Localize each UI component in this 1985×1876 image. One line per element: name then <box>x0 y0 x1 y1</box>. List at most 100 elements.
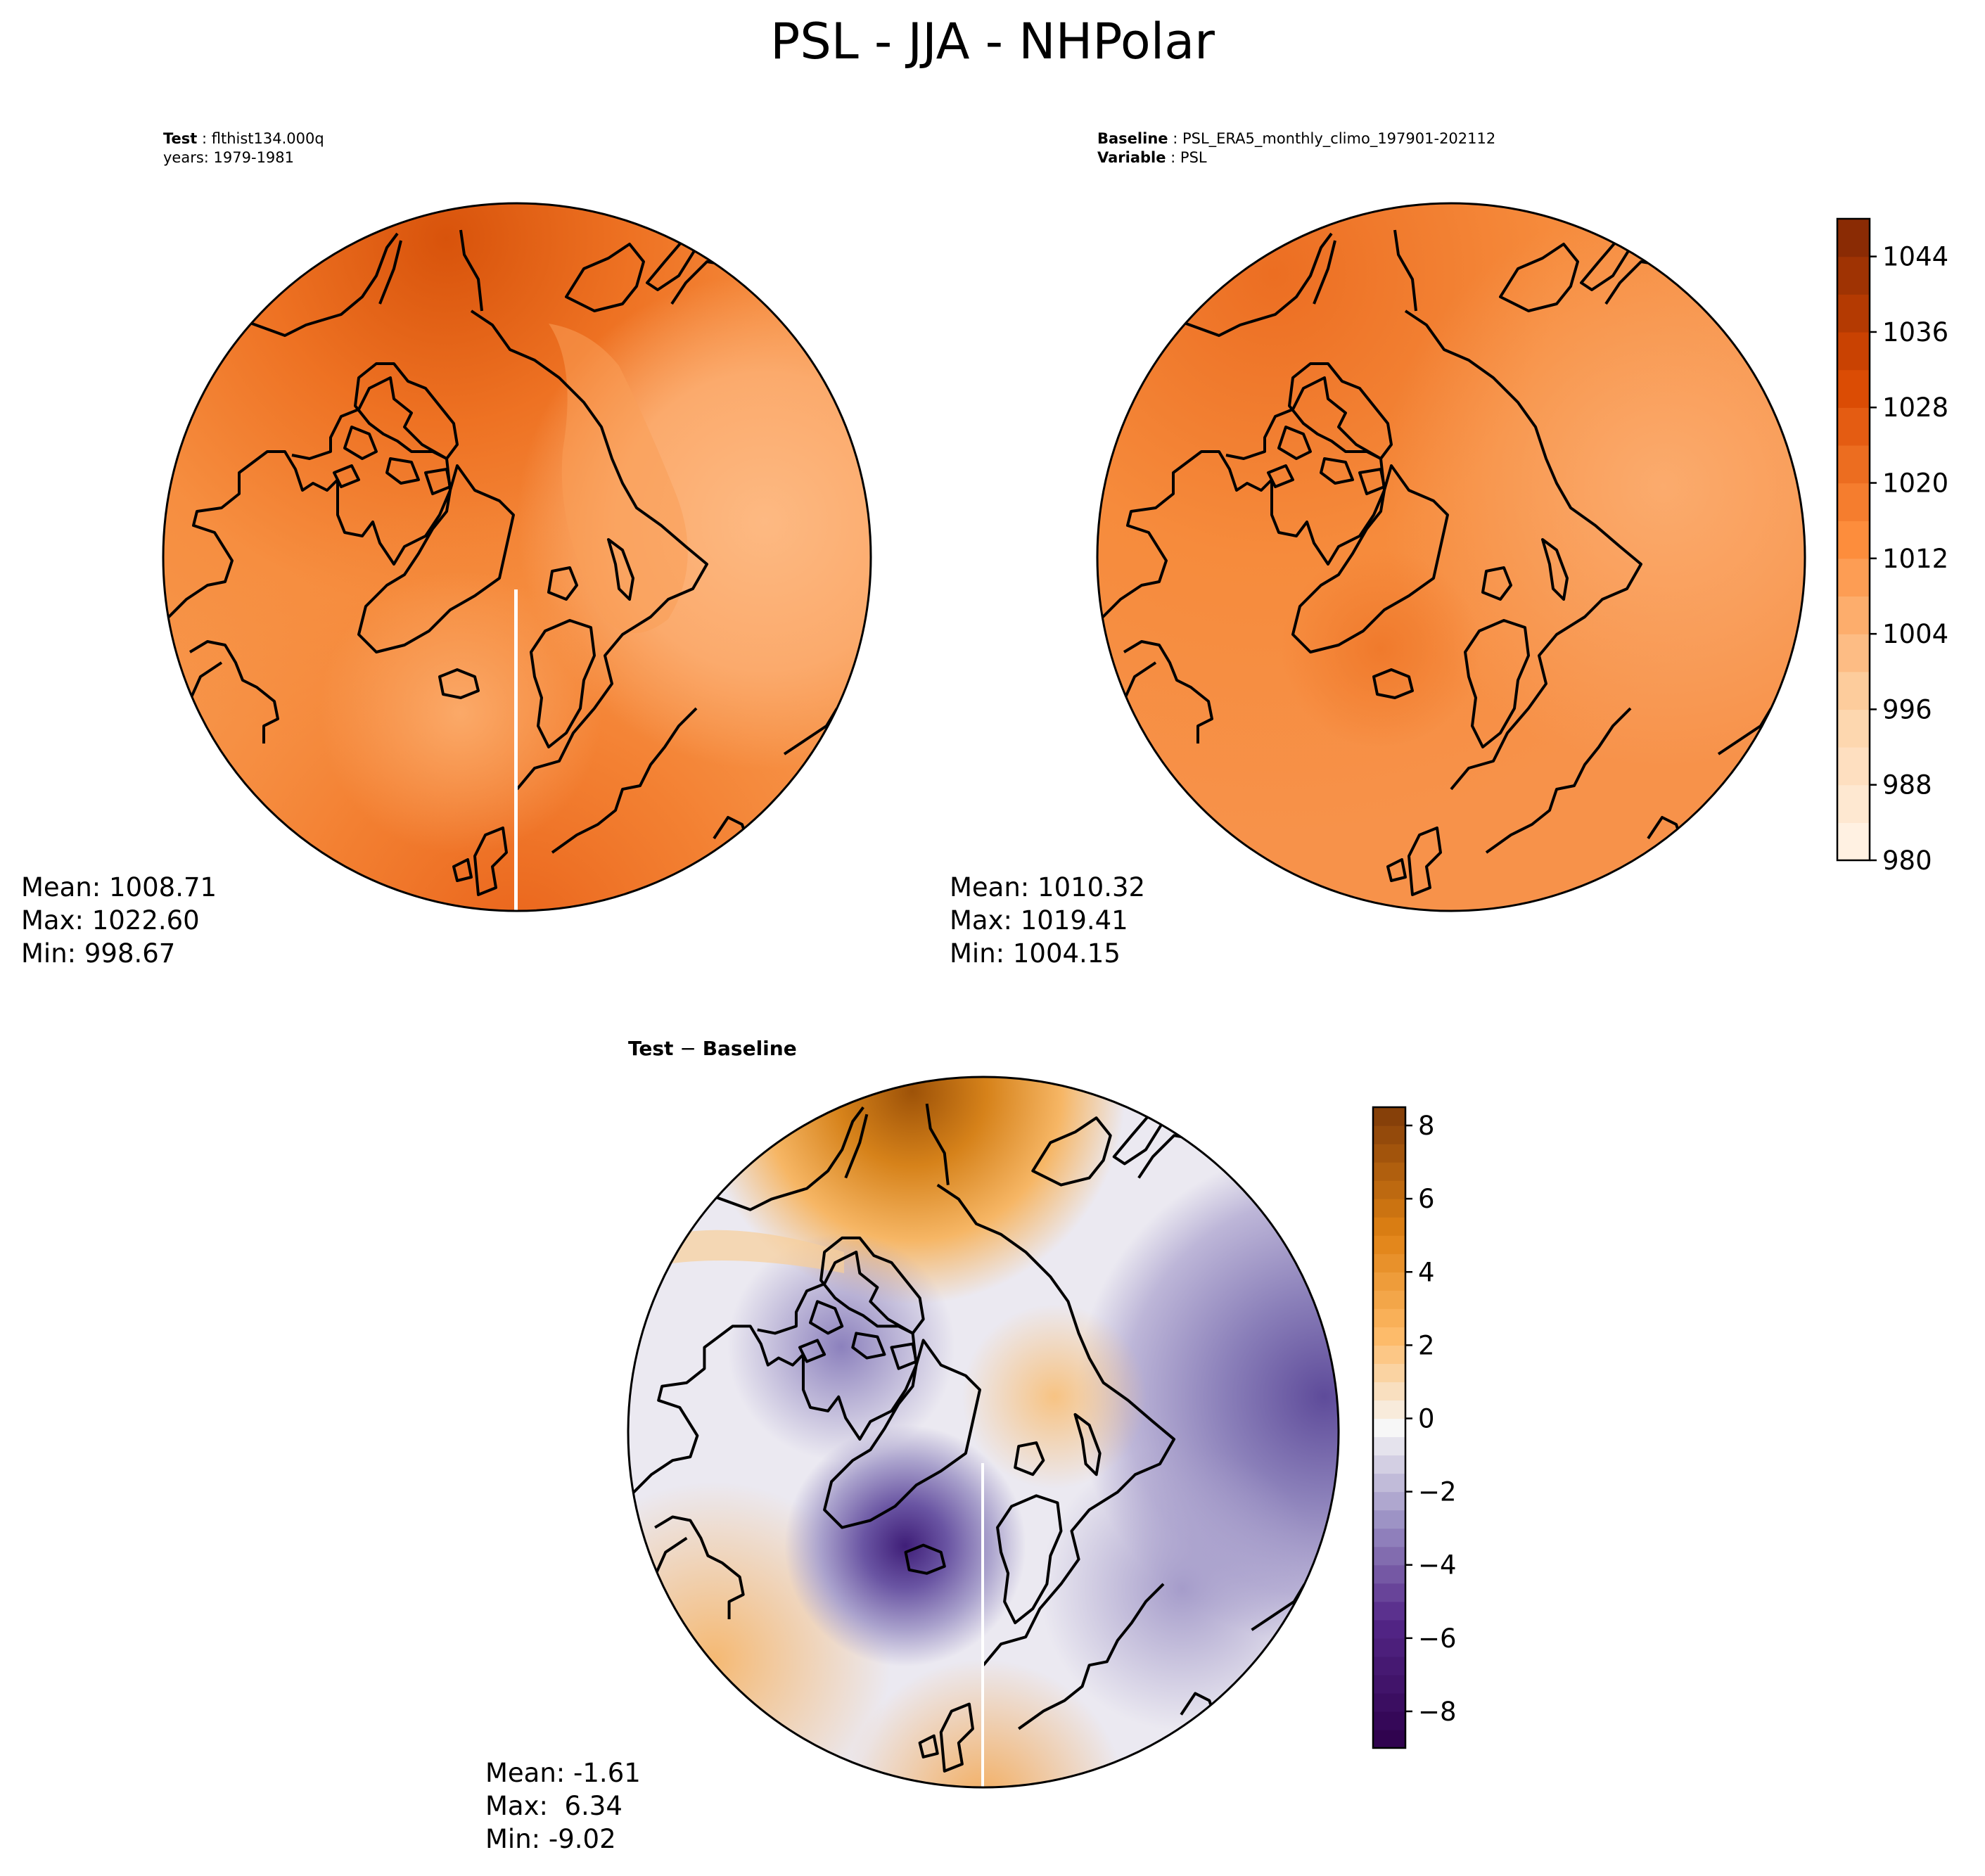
diff-colorbar-bin <box>1373 1235 1405 1254</box>
psl-colorbar-tick-label: 1012 <box>1882 544 1948 574</box>
diff-colorbar-bin <box>1373 1638 1405 1657</box>
diff-colorbar-bin <box>1373 1729 1405 1749</box>
diff-colorbar-bin <box>1373 1436 1405 1456</box>
diff-colorbar-bin <box>1373 1491 1405 1511</box>
baseline-header-label: Baseline <box>1097 130 1168 147</box>
diff-colorbar-bin <box>1373 1601 1405 1621</box>
baseline-header: Baseline : PSL_ERA5_monthly_climo_197901… <box>1097 130 1496 166</box>
test-max: Max: 1022.60 <box>21 905 200 936</box>
psl-colorbar-bin <box>1837 445 1870 484</box>
diff-colorbar-bin <box>1373 1199 1405 1218</box>
diff-colorbar-bin <box>1373 1455 1405 1474</box>
diff-title-sep: − <box>673 1037 703 1060</box>
psl-colorbar: 980 988 996 1004 1012 1020 1028 1036 1044 <box>1836 217 1948 876</box>
variable-value: PSL <box>1180 149 1207 166</box>
baseline-mean: Mean: 1010.32 <box>950 872 1146 902</box>
test-mean: Mean: 1008.71 <box>21 872 217 902</box>
diff-colorbar-bin <box>1373 1162 1405 1181</box>
diff-colorbar-tick-label: 6 <box>1418 1184 1435 1214</box>
diff-colorbar-bin <box>1373 1510 1405 1529</box>
baseline-stats: Mean: 1010.32 Max: 1019.41 Min: 1004.15 <box>950 871 1145 970</box>
diff-colorbar-bin <box>1373 1272 1405 1291</box>
psl-colorbar-bin <box>1837 784 1870 823</box>
diff-title-baseline: Baseline <box>702 1037 797 1060</box>
psl-colorbar-bin <box>1837 369 1870 408</box>
diff-colorbar-bin <box>1373 1418 1405 1438</box>
diff-colorbar-bin <box>1373 1583 1405 1602</box>
psl-colorbar-tick-label: 1036 <box>1882 317 1948 347</box>
psl-colorbar-bin <box>1837 634 1870 672</box>
diff-colorbar-bin <box>1373 1619 1405 1639</box>
test-min: Min: 998.67 <box>21 938 176 969</box>
psl-colorbar-bin <box>1837 483 1870 521</box>
diff-colorbar-tick-label: 2 <box>1418 1330 1435 1360</box>
diff-colorbar-bin <box>1373 1692 1405 1712</box>
diff-colorbar-bin <box>1373 1125 1405 1144</box>
diff-colorbar-bin <box>1373 1711 1405 1730</box>
psl-colorbar-bin <box>1837 407 1870 446</box>
psl-colorbar-bin <box>1837 709 1870 748</box>
diff-map <box>627 1076 1340 1789</box>
psl-colorbar-tick-label: 1044 <box>1882 242 1948 272</box>
diff-mean: Mean: -1.61 <box>485 1758 641 1788</box>
variable-label: Variable <box>1097 149 1166 166</box>
diff-colorbar-bin <box>1373 1308 1405 1327</box>
psl-colorbar-tick-label: 1020 <box>1882 468 1948 499</box>
diff-colorbar-bin <box>1373 1290 1405 1309</box>
diff-colorbar-bin <box>1373 1253 1405 1272</box>
diff-colorbar-tick-label: −2 <box>1418 1477 1457 1507</box>
diff-min: Min: -9.02 <box>485 1824 616 1854</box>
baseline-min: Min: 1004.15 <box>950 938 1121 969</box>
psl-colorbar-tick-label: 980 <box>1882 846 1932 876</box>
diff-colorbar-tick-label: 8 <box>1418 1111 1435 1141</box>
diff-colorbar-bin <box>1373 1656 1405 1676</box>
diff-colorbar-bin <box>1373 1345 1405 1364</box>
psl-colorbar-bin <box>1837 294 1870 333</box>
diff-colorbar: 8 6 4 2 0 −2 −4 −6 −8 <box>1372 1106 1457 1749</box>
psl-colorbar-bin <box>1837 747 1870 786</box>
diff-title-test: Test <box>628 1037 674 1060</box>
baseline-header-value: PSL_ERA5_monthly_climo_197901-202112 <box>1182 130 1496 147</box>
psl-colorbar-bin <box>1837 822 1870 861</box>
diff-colorbar-bin <box>1373 1144 1405 1163</box>
psl-colorbar-tick-label: 988 <box>1882 770 1932 800</box>
test-years: years: 1979-1981 <box>163 149 295 166</box>
diff-colorbar-bin <box>1373 1363 1405 1383</box>
test-map <box>162 202 872 912</box>
diff-colorbar-bin <box>1373 1382 1405 1401</box>
psl-colorbar-tick-label: 1004 <box>1882 619 1948 649</box>
diff-colorbar-bin <box>1373 1400 1405 1419</box>
psl-colorbar-bin <box>1837 256 1870 295</box>
test-header-label: Test <box>163 130 198 147</box>
diff-max: Max: 6.34 <box>485 1791 623 1821</box>
diff-colorbar-tick-label: −6 <box>1418 1623 1457 1654</box>
diff-colorbar-tick-label: 0 <box>1418 1403 1435 1434</box>
diff-colorbar-bin <box>1373 1107 1405 1126</box>
diff-colorbar-bin <box>1373 1528 1405 1548</box>
diff-colorbar-bin <box>1373 1473 1405 1493</box>
diff-stats: Mean: -1.61 Max: 6.34 Min: -9.02 <box>485 1756 641 1856</box>
psl-colorbar-bin <box>1837 558 1870 597</box>
test-header-value: flthist134.000q <box>211 130 324 147</box>
test-header: Test : flthist134.000q years: 1979-1981 <box>163 130 324 166</box>
diff-colorbar-bin <box>1373 1180 1405 1199</box>
psl-colorbar-bin <box>1837 671 1870 710</box>
diff-colorbar-bin <box>1373 1564 1405 1584</box>
diff-colorbar-tick-label: −4 <box>1418 1550 1457 1581</box>
diff-colorbar-tick-label: −8 <box>1418 1697 1457 1727</box>
psl-colorbar-bin <box>1837 219 1870 257</box>
diff-colorbar-tick-label: 4 <box>1418 1257 1435 1287</box>
diff-colorbar-bin <box>1373 1674 1405 1694</box>
psl-colorbar-bin <box>1837 331 1870 371</box>
psl-colorbar-bin <box>1837 596 1870 634</box>
psl-colorbar-tick-label: 996 <box>1882 694 1932 725</box>
figure-title: PSL - JJA - NHPolar <box>770 13 1215 70</box>
diff-colorbar-bin <box>1373 1327 1405 1346</box>
psl-colorbar-bin <box>1837 521 1870 559</box>
diff-title: Test − Baseline <box>628 1037 797 1060</box>
baseline-max: Max: 1019.41 <box>950 905 1128 936</box>
diff-colorbar-bin <box>1373 1217 1405 1236</box>
psl-colorbar-tick-label: 1028 <box>1882 393 1948 423</box>
baseline-map <box>1096 202 1806 912</box>
